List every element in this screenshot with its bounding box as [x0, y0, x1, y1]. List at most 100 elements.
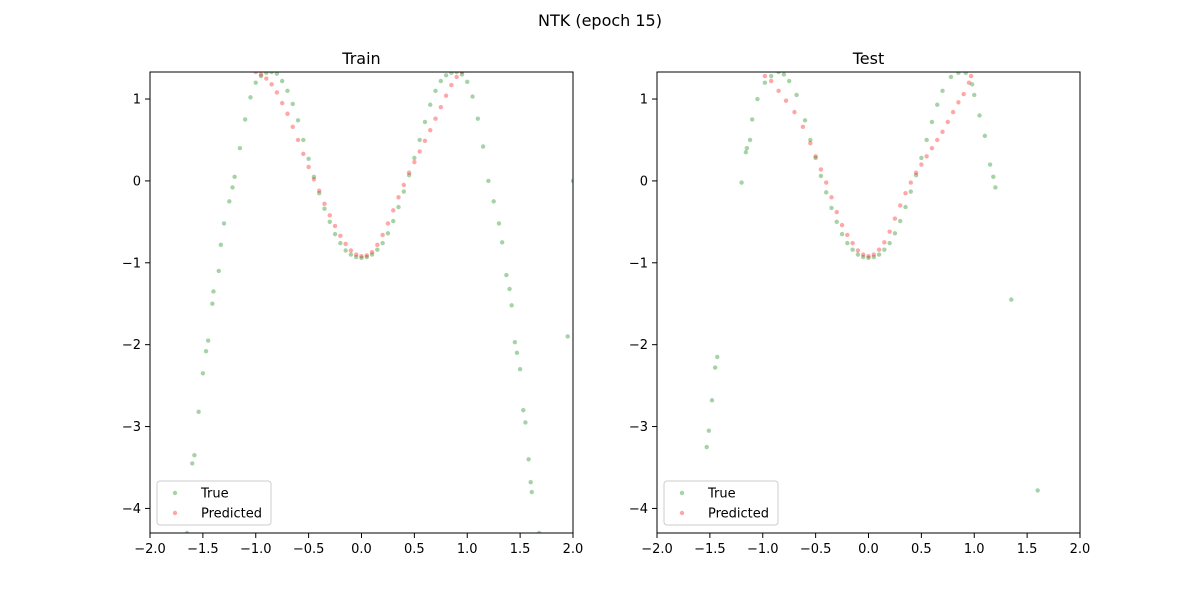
true-point — [565, 334, 570, 339]
plot-area — [704, 72, 1040, 493]
predicted-point — [459, 72, 465, 75]
predicted-point — [264, 76, 269, 81]
predicted-point — [449, 82, 454, 88]
true-point — [769, 73, 774, 79]
y-tick-label: −1 — [629, 256, 648, 271]
predicted-point — [295, 137, 301, 143]
x-tick-label: 2.0 — [563, 542, 584, 557]
predicted-point — [808, 141, 813, 146]
true-point — [285, 88, 290, 94]
panel-title: Train — [341, 49, 380, 68]
x-tick-label: −1.0 — [747, 542, 779, 557]
train-panel: Train −2.0 −1.5 −1.0 −0.5 0.0 0.5 1.0 1.5 2.0 −4 −3… — [122, 49, 584, 557]
true-point — [274, 72, 280, 76]
true-point — [504, 272, 509, 278]
true-point — [523, 420, 528, 425]
true-point — [808, 137, 813, 143]
legend-marker-true — [679, 490, 685, 496]
predicted-point — [290, 124, 295, 130]
predicted-point — [945, 119, 951, 125]
true-point — [706, 428, 712, 433]
legend: True Predicted — [663, 480, 779, 526]
predicted-point — [454, 74, 459, 80]
series-true — [184, 72, 573, 533]
true-point — [406, 172, 412, 178]
y-tick-label: −2 — [629, 338, 648, 353]
true-point — [269, 72, 274, 75]
true-point — [776, 72, 781, 75]
predicted-point — [892, 216, 898, 221]
true-point — [306, 156, 311, 161]
true-point — [709, 398, 715, 403]
predicted-point — [776, 88, 781, 94]
predicted-point — [306, 164, 311, 170]
series-predicted — [762, 73, 974, 259]
predicted-point — [861, 252, 866, 257]
predicted-point — [935, 137, 940, 143]
predicted-point — [950, 109, 956, 115]
x-tick-label: 0.5 — [911, 542, 932, 557]
predicted-point — [956, 100, 961, 105]
predicted-point — [391, 208, 396, 213]
true-point — [903, 204, 908, 210]
series-predicted — [253, 72, 465, 259]
true-point — [412, 155, 417, 161]
true-point — [332, 231, 338, 237]
predicted-point — [929, 145, 935, 151]
predicted-point — [839, 222, 845, 228]
true-point — [295, 118, 301, 123]
predicted-point — [908, 180, 913, 185]
true-point — [749, 117, 755, 122]
true-point — [956, 72, 961, 76]
true-point — [536, 530, 542, 533]
true-point — [517, 367, 523, 372]
true-point — [871, 254, 876, 260]
predicted-point — [428, 127, 433, 133]
predicted-point — [385, 221, 391, 226]
true-point — [496, 221, 502, 226]
predicted-point — [380, 232, 385, 238]
true-point — [887, 240, 892, 246]
predicted-point — [348, 248, 354, 253]
y-tick-label: −4 — [122, 502, 141, 517]
true-point — [829, 205, 834, 211]
true-point — [348, 252, 354, 257]
true-point — [876, 252, 882, 257]
legend-box — [156, 480, 272, 526]
x-tick-label: 0.5 — [404, 542, 425, 557]
true-point — [861, 254, 866, 260]
true-point — [317, 190, 322, 196]
plot-area — [184, 72, 573, 533]
true-point — [882, 247, 887, 252]
true-point — [258, 73, 264, 79]
true-point — [184, 530, 190, 533]
predicted-point — [438, 105, 444, 110]
series-true — [704, 72, 1040, 493]
predicted-point — [274, 90, 280, 95]
legend-label-predicted: Predicted — [201, 507, 262, 522]
true-point — [813, 155, 818, 161]
true-point — [743, 150, 749, 155]
true-point — [845, 240, 850, 246]
true-point — [892, 231, 898, 236]
predicted-point — [332, 223, 338, 229]
true-point — [570, 178, 573, 184]
true-point — [969, 82, 975, 87]
predicted-point — [369, 249, 375, 255]
true-point — [781, 72, 787, 77]
true-point — [480, 144, 486, 149]
y-tick-label: 1 — [640, 93, 648, 108]
x-tick-label: 1.0 — [457, 542, 478, 557]
predicted-point — [354, 252, 359, 257]
predicted-point — [269, 82, 274, 87]
true-point — [898, 218, 903, 224]
legend-marker-predicted — [172, 510, 178, 516]
predicted-point — [940, 129, 945, 134]
predicted-point — [317, 188, 322, 193]
predicted-point — [876, 247, 882, 252]
true-point — [192, 453, 197, 458]
true-point — [369, 252, 375, 257]
predicted-point — [783, 98, 789, 103]
true-point — [499, 240, 505, 245]
predicted-point — [961, 91, 966, 97]
